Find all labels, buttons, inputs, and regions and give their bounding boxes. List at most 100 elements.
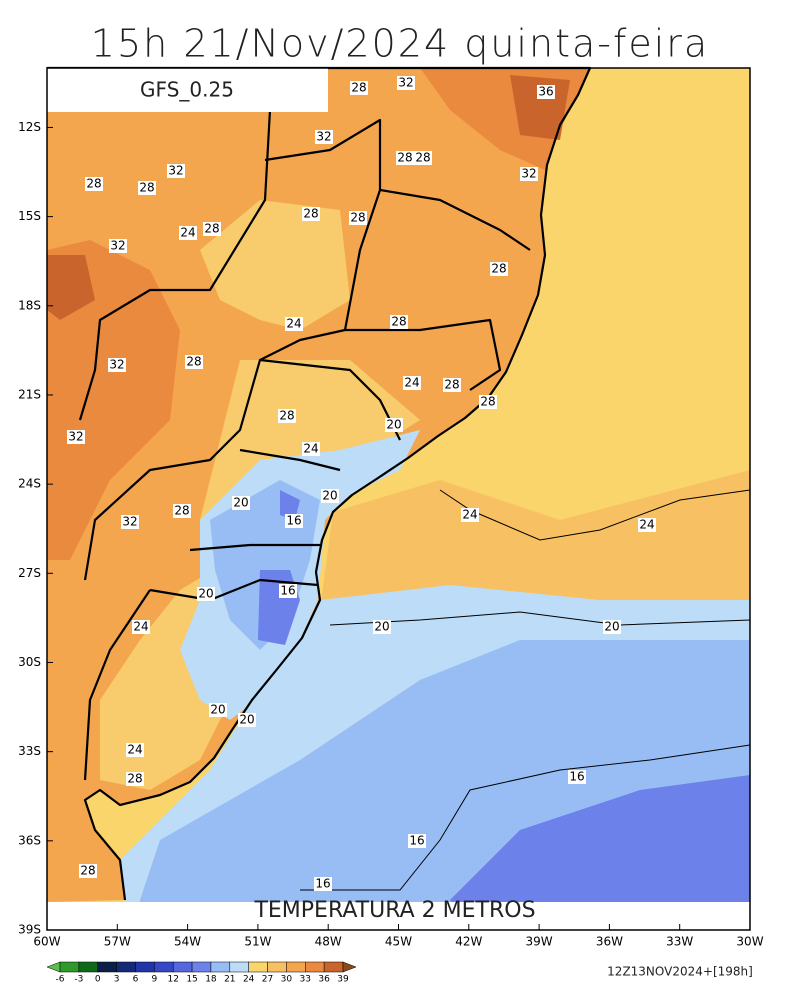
- contour-label: 16: [409, 834, 424, 848]
- contour-label: 24: [127, 743, 142, 757]
- contour-label-box: [179, 226, 197, 240]
- colorbar-label: 39: [337, 975, 349, 985]
- contour-label-box: [85, 177, 103, 191]
- land-zone: [258, 490, 300, 645]
- contour-label-box: [203, 222, 221, 236]
- contour-label: 28: [444, 378, 459, 392]
- contour-label: 16: [315, 877, 330, 891]
- contour-label-box: [197, 587, 215, 601]
- contour-label: 20: [604, 620, 619, 634]
- contour-label: 20: [239, 713, 254, 727]
- coastline: [47, 66, 592, 901]
- contour-label: 28: [279, 409, 294, 423]
- colorbar-label: -6: [56, 975, 65, 985]
- contour-label: 20: [198, 587, 213, 601]
- contour-label-box: [408, 834, 426, 848]
- colorbar-label: 36: [318, 975, 330, 985]
- contour-label: 24: [404, 376, 419, 390]
- colorbar-box: [116, 961, 136, 973]
- lon-tick-label: 30W: [736, 935, 763, 949]
- contour-label: 20: [210, 703, 225, 717]
- colorbar-box: [172, 961, 193, 973]
- colorbar-box: [97, 961, 117, 973]
- colorbar-label: 15: [186, 975, 197, 985]
- contour-label: 28: [186, 355, 201, 369]
- contour-label: 28: [415, 151, 430, 165]
- contour-label: 28: [303, 207, 318, 221]
- colorbar-label: 6: [133, 975, 139, 985]
- contour-label: 28: [139, 181, 154, 195]
- colorbar-box: [210, 961, 231, 973]
- contour-label-box: [126, 772, 144, 786]
- colorbar-label: 30: [281, 975, 293, 985]
- colorbar-box: [248, 961, 268, 973]
- lon-tick-label: 42W: [455, 935, 482, 949]
- border: [149, 578, 319, 602]
- colorbar-box: [305, 961, 325, 973]
- colorbar-box: [229, 961, 249, 973]
- contour-label: 32: [110, 239, 125, 253]
- contour-label: 24: [133, 620, 148, 634]
- contour-label-box: [479, 395, 497, 409]
- land-zone: [47, 75, 570, 320]
- contour-label-box: [278, 409, 296, 423]
- land-zone: [200, 200, 350, 330]
- contour-label-box: [349, 211, 367, 225]
- contour-label-box: [232, 496, 250, 510]
- contour-label: 28: [350, 211, 365, 225]
- contour-label: 20: [322, 489, 337, 503]
- contour-label: 32: [398, 76, 413, 90]
- contour-label: 28: [174, 504, 189, 518]
- contour-label: 20: [233, 496, 248, 510]
- contour-label-box: [279, 584, 297, 598]
- colorbar-label: 27: [262, 975, 273, 985]
- contour-label-box: [403, 376, 421, 390]
- field-label: TEMPERATURA 2 METROS: [253, 898, 535, 923]
- contour-label: 36: [538, 85, 553, 99]
- contour-label-box: [397, 76, 415, 90]
- contour-label-box: [132, 620, 150, 634]
- contour-label: 16: [569, 770, 584, 784]
- contour-label: 24: [639, 518, 654, 532]
- contour-label: 24: [180, 226, 195, 240]
- contour-label: 28: [204, 222, 219, 236]
- contour-label-box: [350, 81, 368, 95]
- contour-label-box: [603, 620, 621, 634]
- contour-label-box: [121, 515, 139, 529]
- contour-label-box: [638, 518, 656, 532]
- lon-tick-label: 33W: [666, 935, 693, 949]
- contour-label-box: [67, 430, 85, 444]
- colorbar-end: [46, 961, 61, 973]
- colorbar-box: [267, 961, 287, 973]
- contour-label-box: [321, 489, 339, 503]
- contour-label: 16: [280, 584, 295, 598]
- colorbar-label: 33: [300, 975, 311, 985]
- contour-label-box: [314, 877, 332, 891]
- border: [83, 589, 151, 781]
- model-label: GFS_0.25: [140, 78, 234, 102]
- contour-label-box: [109, 239, 127, 253]
- contour-label-box: [315, 130, 333, 144]
- border: [239, 448, 341, 472]
- lat-tick-label: 18S: [18, 298, 41, 312]
- colorbar-box: [286, 961, 306, 973]
- contour-label-box: [238, 713, 256, 727]
- contour-label: 28: [480, 395, 495, 409]
- colorbar-end: [342, 961, 357, 973]
- colorbar-box: [154, 961, 174, 973]
- border: [379, 188, 531, 251]
- contour-label: 24: [462, 508, 477, 522]
- colorbar-box: [135, 961, 155, 973]
- contour-label-box: [108, 358, 126, 372]
- contour-label-box: [285, 317, 303, 331]
- contour-label: 32: [316, 130, 331, 144]
- contour-label: 16: [286, 514, 301, 528]
- contour-label: 32: [521, 167, 536, 181]
- contour-label: 28: [397, 151, 412, 165]
- contour-label-box: [185, 355, 203, 369]
- lat-tick-label: 15S: [18, 209, 41, 223]
- colorbar-label: 0: [95, 975, 101, 985]
- contour-label: 24: [286, 317, 301, 331]
